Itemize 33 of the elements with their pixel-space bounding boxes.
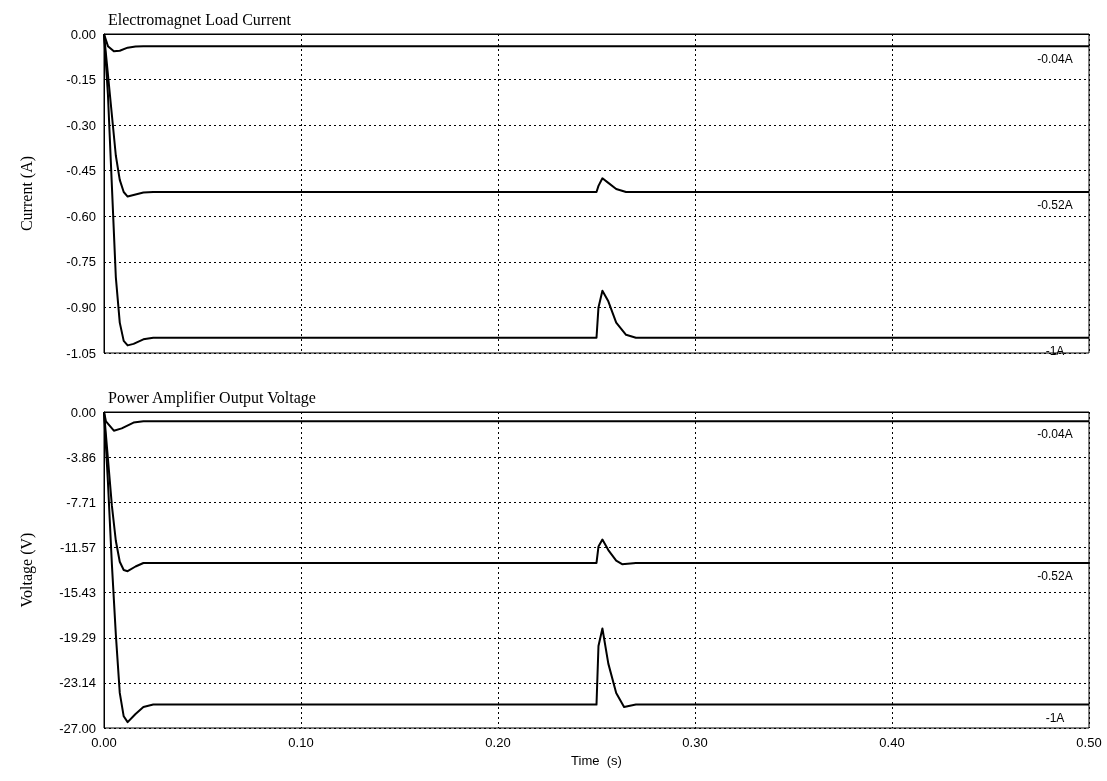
y-tick-label: -7.71 bbox=[66, 494, 96, 510]
series-label: -0.52A bbox=[1037, 568, 1073, 583]
x-tick-label: 0.10 bbox=[288, 735, 314, 750]
y-tick-label: 0.00 bbox=[70, 404, 96, 420]
y-tick-label: -1.05 bbox=[66, 345, 96, 361]
series-label: -1A bbox=[1045, 343, 1065, 358]
y-tick-label: -15.43 bbox=[59, 585, 96, 601]
series-label: -0.04A bbox=[1037, 427, 1073, 442]
y-tick-label: -11.57 bbox=[60, 539, 96, 555]
y-tick-label: 0.00 bbox=[70, 26, 96, 42]
x-axis-title: Time (s) bbox=[571, 752, 622, 768]
y-tick-label: -0.45 bbox=[66, 163, 96, 179]
y-axis-title: Current (A) bbox=[17, 155, 36, 232]
x-tick-label: 0.40 bbox=[879, 735, 905, 750]
series-label: -0.04A bbox=[1037, 52, 1073, 67]
series-label: -1A bbox=[1045, 710, 1065, 725]
series-label: -0.52A bbox=[1037, 197, 1073, 212]
y-tick-label: -0.75 bbox=[66, 254, 96, 270]
y-tick-label: -0.30 bbox=[66, 117, 96, 133]
x-tick-label: 0.20 bbox=[485, 735, 511, 750]
x-tick-label: 0.00 bbox=[91, 735, 117, 750]
y-tick-label: -0.15 bbox=[66, 72, 96, 88]
y-axis-title: Voltage (V) bbox=[17, 532, 36, 608]
x-tick-label: 0.50 bbox=[1076, 735, 1102, 750]
x-tick-label: 0.30 bbox=[682, 735, 708, 750]
y-tick-label: -3.86 bbox=[66, 449, 96, 465]
y-tick-label: -23.14 bbox=[59, 675, 96, 691]
chart-title: Electromagnet Load Current bbox=[108, 10, 292, 29]
y-tick-label: -19.29 bbox=[59, 630, 96, 646]
y-tick-label: -27.00 bbox=[59, 720, 96, 736]
chart-title: Power Amplifier Output Voltage bbox=[108, 388, 316, 407]
y-tick-label: -0.60 bbox=[66, 208, 96, 224]
y-tick-label: -0.90 bbox=[66, 299, 96, 315]
